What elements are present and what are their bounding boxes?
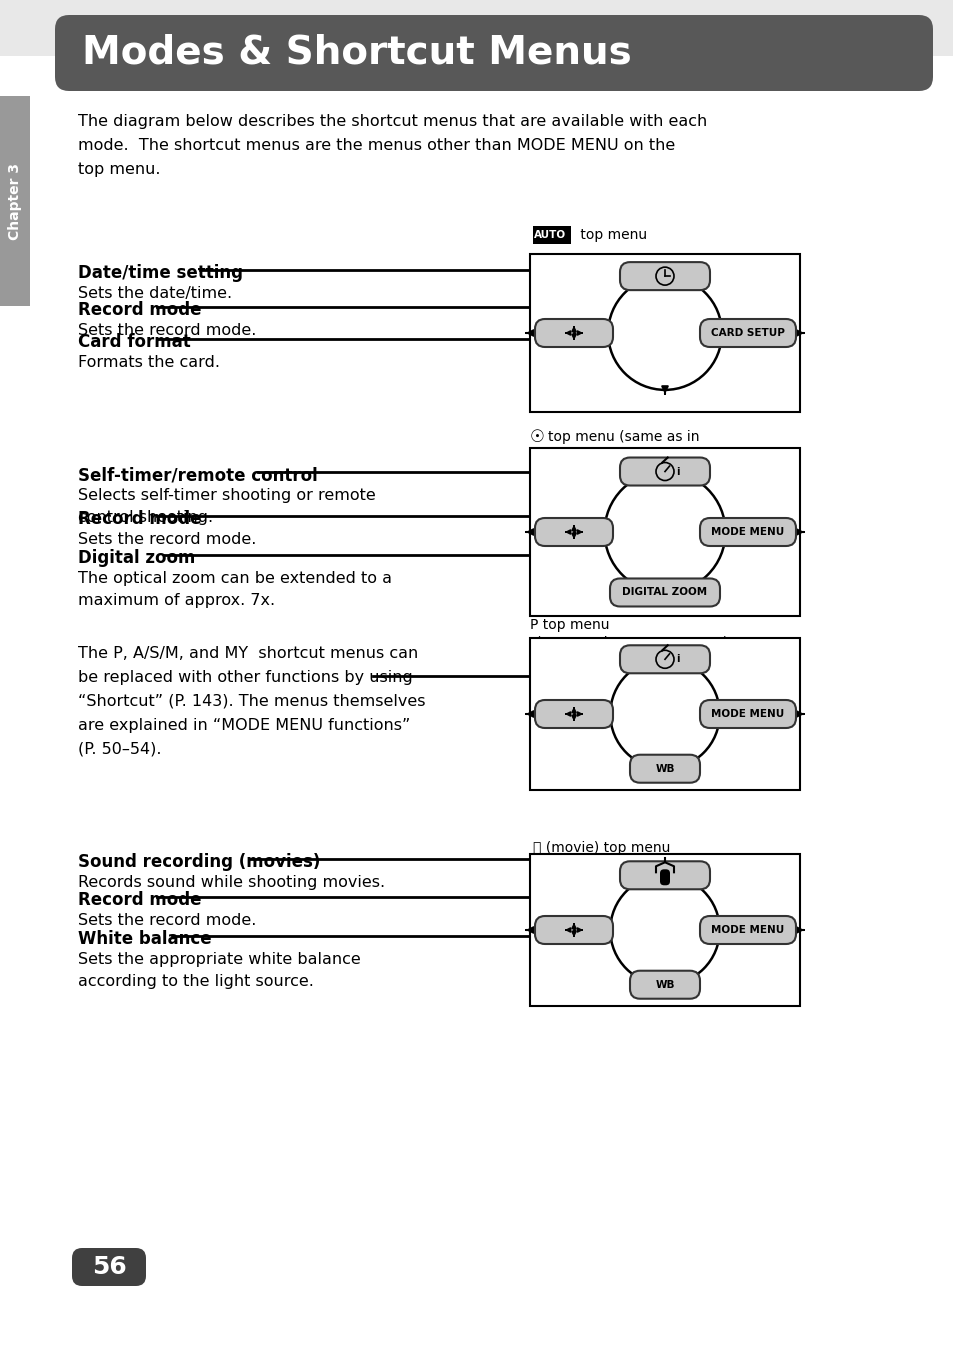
Text: ☉ , ▲ , □ or ■ ): ☉ , ▲ , □ or ■ ) bbox=[530, 448, 638, 462]
FancyBboxPatch shape bbox=[535, 917, 613, 944]
Text: MODE MENU: MODE MENU bbox=[711, 709, 783, 719]
FancyBboxPatch shape bbox=[71, 1248, 146, 1285]
Text: DIGITAL ZOOM: DIGITAL ZOOM bbox=[621, 587, 707, 598]
Text: MODE MENU: MODE MENU bbox=[711, 528, 783, 537]
FancyBboxPatch shape bbox=[700, 319, 795, 347]
FancyBboxPatch shape bbox=[619, 861, 709, 890]
Text: according to the light source.: according to the light source. bbox=[78, 975, 314, 989]
Text: ,  MY ): , MY ) bbox=[684, 637, 727, 650]
Text: Self-timer/remote control: Self-timer/remote control bbox=[78, 466, 317, 485]
FancyBboxPatch shape bbox=[700, 917, 795, 944]
Text: “Shortcut” (P. 143). The menus themselves: “Shortcut” (P. 143). The menus themselve… bbox=[78, 695, 425, 709]
Bar bbox=[530, 638, 800, 790]
Text: White balance: White balance bbox=[78, 930, 212, 948]
Text: top menu: top menu bbox=[576, 227, 646, 242]
FancyBboxPatch shape bbox=[55, 15, 932, 92]
Text: Record mode: Record mode bbox=[78, 510, 201, 528]
Text: Digital zoom: Digital zoom bbox=[78, 549, 195, 567]
Text: Records sound while shooting movies.: Records sound while shooting movies. bbox=[78, 875, 385, 890]
Bar bbox=[0, 96, 30, 306]
Text: Sets the appropriate white balance: Sets the appropriate white balance bbox=[78, 952, 360, 966]
Text: i: i bbox=[676, 467, 679, 476]
Text: are explained in “MODE MENU functions”: are explained in “MODE MENU functions” bbox=[78, 717, 410, 734]
Text: CARD SETUP: CARD SETUP bbox=[710, 328, 784, 338]
FancyBboxPatch shape bbox=[629, 755, 700, 783]
Text: Sound recording (movies): Sound recording (movies) bbox=[78, 853, 320, 871]
Text: 56: 56 bbox=[91, 1254, 126, 1279]
Text: Sets the record mode.: Sets the record mode. bbox=[78, 532, 256, 546]
FancyBboxPatch shape bbox=[619, 645, 709, 673]
FancyBboxPatch shape bbox=[700, 518, 795, 546]
Text: Modes & Shortcut Menus: Modes & Shortcut Menus bbox=[82, 34, 631, 71]
Text: MODE MENU: MODE MENU bbox=[711, 925, 783, 935]
FancyBboxPatch shape bbox=[629, 970, 700, 999]
Text: Sets the record mode.: Sets the record mode. bbox=[78, 323, 256, 338]
Text: P top menu: P top menu bbox=[530, 618, 609, 633]
Text: be replaced with other functions by using: be replaced with other functions by usin… bbox=[78, 670, 413, 685]
Text: Record mode: Record mode bbox=[78, 302, 201, 319]
Text: 🎥 (movie) top menu: 🎥 (movie) top menu bbox=[533, 841, 670, 855]
Text: top menu (same as in: top menu (same as in bbox=[547, 429, 699, 444]
Text: Date/time setting: Date/time setting bbox=[78, 264, 243, 283]
Text: Sets the record mode.: Sets the record mode. bbox=[78, 913, 256, 927]
Text: Card format: Card format bbox=[78, 332, 191, 351]
Text: WB: WB bbox=[655, 980, 674, 989]
Bar bbox=[0, 0, 953, 57]
Text: The optical zoom can be extended to a: The optical zoom can be extended to a bbox=[78, 571, 392, 586]
Text: Formats the card.: Formats the card. bbox=[78, 355, 220, 370]
Text: i: i bbox=[676, 654, 679, 665]
Text: A/S/M: A/S/M bbox=[636, 637, 680, 650]
Text: top menu.: top menu. bbox=[78, 162, 160, 178]
Text: mode.  The shortcut menus are the menus other than MODE MENU on the: mode. The shortcut menus are the menus o… bbox=[78, 139, 675, 153]
FancyBboxPatch shape bbox=[700, 700, 795, 728]
FancyBboxPatch shape bbox=[609, 579, 720, 607]
FancyBboxPatch shape bbox=[535, 518, 613, 546]
Text: (P. 50–54).: (P. 50–54). bbox=[78, 742, 161, 756]
Text: Record mode: Record mode bbox=[78, 891, 201, 909]
FancyBboxPatch shape bbox=[535, 700, 613, 728]
Text: Selects self-timer shooting or remote: Selects self-timer shooting or remote bbox=[78, 489, 375, 503]
Text: Sets the date/time.: Sets the date/time. bbox=[78, 285, 232, 302]
FancyBboxPatch shape bbox=[619, 262, 709, 291]
FancyBboxPatch shape bbox=[659, 870, 669, 886]
Text: ☉: ☉ bbox=[530, 428, 544, 446]
Text: maximum of approx. 7x.: maximum of approx. 7x. bbox=[78, 594, 274, 608]
FancyBboxPatch shape bbox=[619, 458, 709, 486]
Text: AUTO: AUTO bbox=[534, 230, 565, 240]
Text: The P, A/S/M, and MY  shortcut menus can: The P, A/S/M, and MY shortcut menus can bbox=[78, 646, 417, 661]
Text: Chapter 3: Chapter 3 bbox=[8, 163, 22, 240]
Text: (same as in: (same as in bbox=[536, 637, 620, 650]
Bar bbox=[530, 853, 800, 1005]
Bar bbox=[530, 254, 800, 412]
Bar bbox=[530, 448, 800, 616]
Text: WB: WB bbox=[655, 763, 674, 774]
Bar bbox=[533, 226, 571, 244]
Text: control shooting.: control shooting. bbox=[78, 510, 213, 525]
FancyBboxPatch shape bbox=[535, 319, 613, 347]
Text: The diagram below describes the shortcut menus that are available with each: The diagram below describes the shortcut… bbox=[78, 114, 706, 129]
